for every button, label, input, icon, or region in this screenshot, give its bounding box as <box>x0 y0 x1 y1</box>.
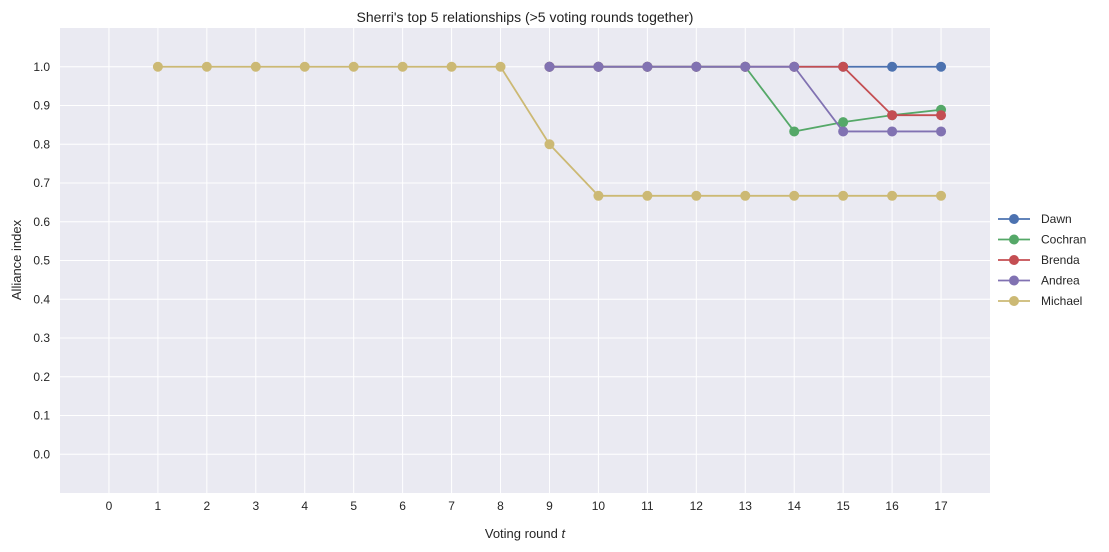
y-tick-label: 0.7 <box>33 176 50 190</box>
x-tick-label: 3 <box>252 499 259 513</box>
data-point-michael <box>348 61 359 72</box>
legend-label-andrea: Andrea <box>1041 274 1080 288</box>
y-tick-label: 1.0 <box>33 60 50 74</box>
data-point-brenda <box>936 110 947 121</box>
y-tick-label: 0.4 <box>33 292 50 306</box>
data-point-michael <box>838 190 849 201</box>
legend-marker-andrea <box>1009 275 1019 286</box>
data-point-andrea <box>740 61 751 72</box>
legend-marker-brenda <box>1009 255 1019 265</box>
data-point-andrea <box>642 61 653 72</box>
x-tick-label: 5 <box>350 499 357 513</box>
x-tick-label: 17 <box>934 499 948 513</box>
series-andrea <box>544 61 947 137</box>
x-tick-label: 0 <box>106 499 113 513</box>
x-tick-label: 4 <box>301 499 308 513</box>
legend-marker-cochran <box>1009 234 1019 245</box>
x-tick-label: 9 <box>546 499 553 513</box>
data-point-michael <box>152 61 163 72</box>
x-tick-label: 15 <box>836 499 850 513</box>
legend-label-brenda: Brenda <box>1041 253 1080 267</box>
series-layer <box>152 61 947 201</box>
data-point-michael <box>495 61 506 72</box>
data-point-dawn <box>936 61 947 72</box>
y-tick-label: 0.2 <box>33 370 50 384</box>
data-point-andrea <box>593 61 604 72</box>
data-point-brenda <box>887 110 898 121</box>
data-point-michael <box>299 61 310 72</box>
data-point-michael <box>593 190 604 201</box>
x-tick-label: 11 <box>641 499 654 513</box>
legend-item-brenda: Brenda <box>998 253 1080 267</box>
legend-marker-dawn <box>1009 214 1019 224</box>
legend-item-michael: Michael <box>998 294 1082 308</box>
data-point-andrea <box>544 61 555 72</box>
legend: Dawn Cochran Brenda Andrea Michael <box>998 212 1086 308</box>
data-point-michael <box>397 61 408 72</box>
data-point-michael <box>642 190 653 201</box>
y-axis-ticks: 0.0 0.1 0.2 0.3 0.4 0.5 0.6 0.7 0.8 0.9 1.0 <box>33 60 50 462</box>
y-tick-label: 0.9 <box>33 99 50 113</box>
data-point-andrea <box>936 126 947 137</box>
data-point-andrea <box>691 61 702 72</box>
y-axis-label: Alliance index <box>9 219 24 300</box>
data-point-michael <box>201 61 212 72</box>
y-tick-label: 0.0 <box>33 447 50 461</box>
data-point-cochran <box>789 126 800 137</box>
x-tick-label: 14 <box>788 499 802 513</box>
data-point-andrea <box>838 126 849 137</box>
y-tick-label: 0.8 <box>33 137 50 151</box>
y-tick-label: 0.6 <box>33 215 50 229</box>
legend-marker-michael <box>1009 296 1019 306</box>
data-point-michael <box>250 61 261 72</box>
y-tick-label: 0.3 <box>33 331 50 345</box>
legend-item-cochran: Cochran <box>998 233 1086 247</box>
data-point-andrea <box>887 126 898 137</box>
x-tick-label: 10 <box>592 499 606 513</box>
chart-title: Sherri's top 5 relationships (>5 voting … <box>357 9 694 25</box>
y-tick-label: 0.5 <box>33 254 50 268</box>
x-tick-label: 16 <box>885 499 899 513</box>
data-point-michael <box>740 190 751 201</box>
series-michael <box>152 61 947 201</box>
y-tick-label: 0.1 <box>33 409 50 423</box>
legend-label-cochran: Cochran <box>1041 233 1086 247</box>
data-point-michael <box>544 139 555 150</box>
x-tick-label: 6 <box>399 499 406 513</box>
x-axis-label: Voting round t <box>485 526 567 541</box>
x-tick-label: 7 <box>448 499 455 513</box>
x-tick-label: 1 <box>155 499 162 513</box>
x-tick-label: 8 <box>497 499 504 513</box>
legend-item-andrea: Andrea <box>998 274 1080 288</box>
data-point-andrea <box>789 61 800 72</box>
data-point-michael <box>887 190 898 201</box>
x-tick-label: 2 <box>203 499 210 513</box>
data-point-cochran <box>838 117 849 128</box>
data-point-michael <box>936 190 947 201</box>
x-tick-label: 12 <box>690 499 704 513</box>
data-point-michael <box>691 190 702 201</box>
x-tick-label: 13 <box>739 499 753 513</box>
legend-label-michael: Michael <box>1041 294 1082 308</box>
data-point-michael <box>446 61 457 72</box>
legend-item-dawn: Dawn <box>998 212 1072 226</box>
legend-label-dawn: Dawn <box>1041 212 1072 226</box>
data-point-brenda <box>838 61 849 72</box>
data-point-dawn <box>887 61 898 72</box>
x-axis-ticks: 0 1 2 3 4 5 6 7 8 9 10 11 12 13 14 15 16 17 <box>106 499 948 513</box>
data-point-michael <box>789 190 800 201</box>
